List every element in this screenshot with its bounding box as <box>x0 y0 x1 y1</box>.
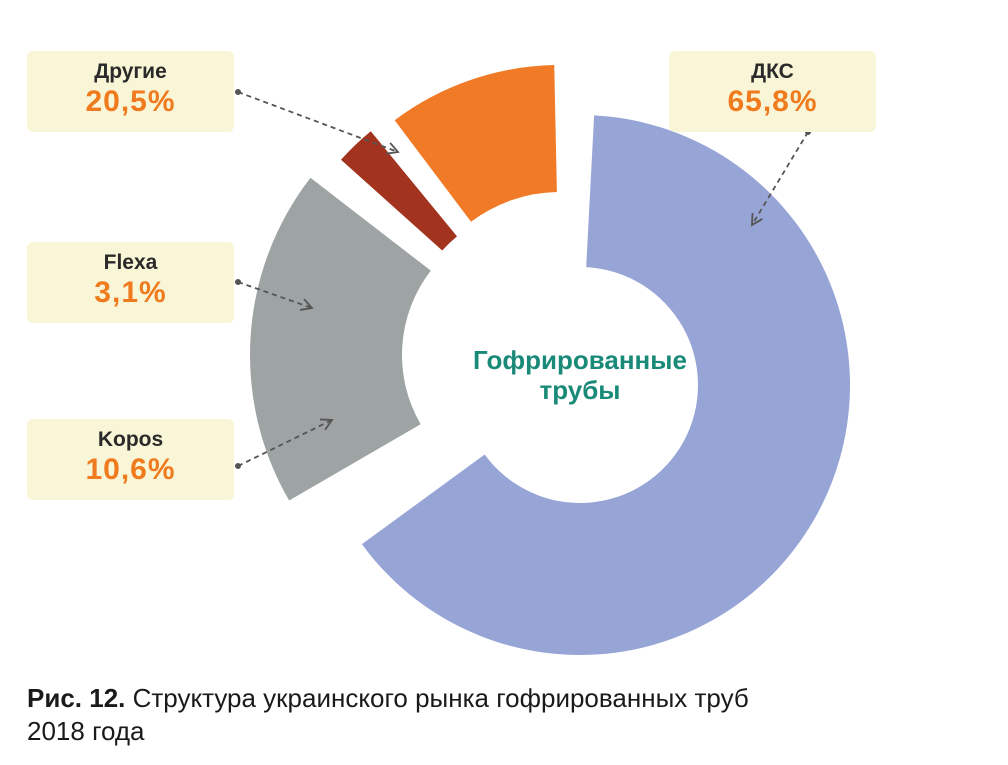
label-box-kopos: Kopos 10,6% <box>27 419 234 500</box>
caption-line2: 2018 года <box>27 716 145 746</box>
arrowhead-kopos <box>319 418 334 431</box>
slice-flexa <box>340 131 458 251</box>
center-label-line2: трубы <box>539 375 621 405</box>
slice-name-drugie: Другие <box>94 60 167 83</box>
slice-value-drugie: 20,5% <box>85 85 176 118</box>
label-box-drugie: Другие 20,5% <box>27 51 234 132</box>
slice-name-flexa: Flexa <box>103 251 158 274</box>
center-label-line1: Гофрированные <box>473 345 687 375</box>
slice-value-flexa: 3,1% <box>94 276 167 309</box>
figure-caption: Рис. 12. Структура украинского рынка гоф… <box>27 682 927 748</box>
center-label: Гофрированные трубы <box>455 345 705 405</box>
label-box-dks: ДКС 65,8% <box>669 51 876 132</box>
slice-dks <box>361 115 850 656</box>
donut-chart <box>235 65 850 656</box>
arrowhead-dks <box>751 212 763 227</box>
slice-drugie <box>249 177 431 501</box>
arrowhead-drugie <box>385 142 400 155</box>
arrowhead-flexa <box>300 298 314 311</box>
leader-line-drugie <box>237 91 399 153</box>
caption-line1: Структура украинского рынка гофрированны… <box>125 683 749 713</box>
slice-name-kopos: Kopos <box>97 428 164 451</box>
leader-line-flexa <box>237 281 313 309</box>
leader-dot-flexa <box>235 279 241 285</box>
caption-prefix: Рис. 12. <box>27 683 126 713</box>
slice-value-kopos: 10,6% <box>85 453 176 486</box>
slice-name-dks: ДКС <box>751 60 794 83</box>
slice-kopos <box>394 65 557 222</box>
slice-value-dks: 65,8% <box>727 85 818 118</box>
label-box-flexa: Flexa 3,1% <box>27 242 234 323</box>
leader-dot-kopos <box>235 463 241 469</box>
leader-line-dks <box>751 131 809 226</box>
leader-dot-drugie <box>235 89 241 95</box>
